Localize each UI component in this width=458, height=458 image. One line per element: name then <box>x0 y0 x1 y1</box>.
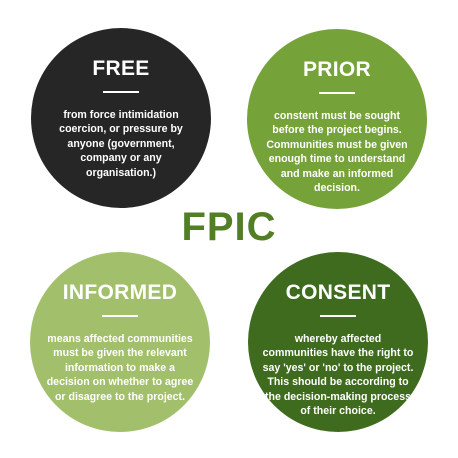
free-description: from force intimidation coercion, or pre… <box>59 109 183 179</box>
center-title: FPIC <box>181 205 277 249</box>
free-circle: FREE from force intimidation coercion, o… <box>31 28 211 208</box>
prior-divider <box>319 92 355 94</box>
informed-circle: INFORMED means affected communities must… <box>30 252 210 432</box>
informed-description: means affected communities must be given… <box>46 333 194 403</box>
consent-circle: CONSENT whereby affected communities hav… <box>248 252 428 432</box>
prior-title: PRIOR <box>302 58 371 81</box>
prior-description: constent must be sought before the proje… <box>266 110 408 195</box>
consent-description: whereby affected communities have the ri… <box>262 333 414 418</box>
consent-divider <box>320 315 356 317</box>
prior-circle: PRIOR constent must be sought before the… <box>247 29 427 209</box>
informed-title: INFORMED <box>62 281 178 304</box>
free-divider <box>103 91 139 93</box>
consent-title: CONSENT <box>285 281 391 304</box>
free-title: FREE <box>92 57 150 80</box>
informed-divider <box>102 315 138 317</box>
